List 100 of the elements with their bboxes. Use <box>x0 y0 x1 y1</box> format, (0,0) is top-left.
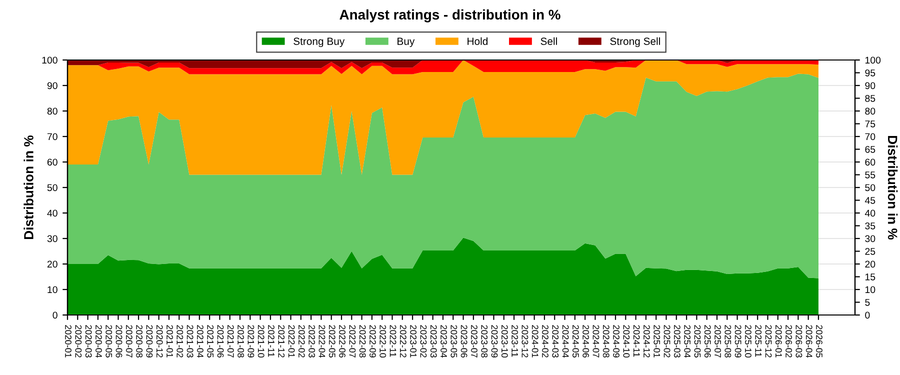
x-tick-label: 2024-03 <box>552 325 559 358</box>
legend-label: Strong Sell <box>610 37 660 48</box>
y-axis-title: Distribution in % <box>24 135 34 240</box>
x-tick-label: 2026-01 <box>775 325 782 358</box>
x-tick-label: 2020-05 <box>106 325 112 358</box>
x-tick-label: 2021-05 <box>207 325 214 358</box>
x-tick-label: 2025-08 <box>724 325 732 358</box>
x-tick-label: 2025-12 <box>765 325 772 358</box>
x-tick-label: 2025-07 <box>714 325 721 358</box>
x-tick-label: 2021-06 <box>217 325 224 358</box>
x-tick-label: 2020-03 <box>85 325 92 358</box>
y2-tick-label: 70 <box>865 133 876 140</box>
x-tick-label: 2023-11 <box>512 325 518 357</box>
x-tick-label: 2024-08 <box>602 325 610 358</box>
x-tick-label: 2023-10 <box>501 325 508 358</box>
x-tick-label: 2023-05 <box>450 325 458 358</box>
legend-label: Hold <box>468 37 488 45</box>
y-tick-label: 0 <box>52 312 58 319</box>
x-tick-label: 2026-03 <box>796 325 802 358</box>
x-tick-label: 2024-02 <box>542 325 548 358</box>
y2-tick-label: 40 <box>864 210 876 217</box>
x-tick-label: 2025-02 <box>664 325 670 358</box>
x-tick-label: 2023-07 <box>471 325 478 358</box>
x-tick-label: 2026-05 <box>816 325 822 358</box>
y2-tick-label: 100 <box>865 56 881 64</box>
x-tick-label: 2022-03 <box>308 325 316 358</box>
y2-tick-label: 55 <box>865 172 876 178</box>
y-tick-label: 90 <box>47 82 58 90</box>
y2-tick-label: 75 <box>865 120 876 128</box>
x-tick-label: 2022-06 <box>339 325 346 358</box>
y-tick-label: 40 <box>47 210 58 217</box>
x-tick-label: 2024-05 <box>572 325 579 358</box>
x-tick-label: 2021-02 <box>176 325 184 358</box>
x-tick-label: 2022-05 <box>328 325 336 358</box>
y-tick-label: 30 <box>47 235 58 242</box>
x-tick-label: 2025-03 <box>674 325 680 358</box>
x-tick-label: 2020-06 <box>116 325 122 358</box>
x-tick-label: 2022-02 <box>298 325 305 358</box>
y-tick-label: 20 <box>47 260 58 268</box>
x-tick-label: 2021-04 <box>197 325 204 358</box>
y2-tick-label: 25 <box>865 248 876 255</box>
x-tick-label: 2022-10 <box>380 325 386 358</box>
x-tick-label: 2020-09 <box>146 325 153 358</box>
y-tick-label: 60 <box>47 158 58 166</box>
x-tick-label: 2021-03 <box>186 325 194 358</box>
x-tick-label: 2020-01 <box>65 325 72 358</box>
x-tick-label: 2020-07 <box>126 325 132 358</box>
x-tick-label: 2022-11 <box>390 325 396 357</box>
y2-tick-label: 50 <box>865 184 876 192</box>
x-tick-label: 2025-06 <box>704 325 711 358</box>
y-tick-label: 70 <box>47 133 58 140</box>
y2-tick-label: 65 <box>865 146 876 153</box>
x-tick-label: 2021-08 <box>238 325 244 358</box>
x-tick-label: 2023-04 <box>440 325 447 358</box>
x-tick-label: 2023-01 <box>410 325 417 358</box>
y-tick-label: 80 <box>47 108 58 115</box>
y2-tick-label: 0 <box>865 312 870 319</box>
y2-tick-label: 5 <box>865 299 870 306</box>
x-tick-label: 2020-08 <box>136 325 143 358</box>
x-tick-label: 2023-02 <box>420 325 427 358</box>
chart-title: Analyst ratings - distribution in % <box>340 9 560 22</box>
x-tick-label: 2024-01 <box>532 325 538 358</box>
y2-axis-title: Distribution in % <box>888 136 898 240</box>
x-tick-label: 2023-06 <box>460 325 468 358</box>
x-tick-label: 2021-10 <box>258 325 264 358</box>
x-tick-label: 2025-04 <box>684 325 691 358</box>
x-tick-label: 2021-11 <box>268 325 274 357</box>
legend-label: Sell <box>540 37 557 45</box>
x-tick-label: 2021-07 <box>227 325 234 358</box>
y-tick-label: 50 <box>47 184 58 192</box>
x-tick-label: 2024-10 <box>623 325 630 358</box>
x-tick-label: 2024-09 <box>613 325 620 358</box>
x-tick-label: 2022-04 <box>318 325 326 358</box>
x-tick-label: 2024-07 <box>592 325 600 358</box>
x-tick-label: 2020-12 <box>156 325 163 358</box>
x-tick-label: 2021-12 <box>278 325 285 358</box>
x-tick-label: 2022-12 <box>400 325 406 358</box>
y-tick-label: 100 <box>42 56 58 64</box>
y2-tick-label: 30 <box>865 235 876 242</box>
y2-tick-label: 60 <box>865 158 876 166</box>
y2-tick-label: 85 <box>865 94 876 102</box>
x-tick-label: 2021-01 <box>166 325 173 358</box>
x-tick-label: 2022-08 <box>359 325 366 358</box>
x-tick-label: 2025-09 <box>734 325 742 358</box>
x-tick-label: 2023-03 <box>430 325 437 358</box>
y2-tick-label: 90 <box>865 82 876 90</box>
y-tick-label: 10 <box>48 286 58 294</box>
x-tick-label: 2025-10 <box>745 325 752 358</box>
x-tick-label: 2020-04 <box>96 325 102 358</box>
x-tick-label: 2024-04 <box>562 325 569 358</box>
x-tick-label: 2022-07 <box>349 325 356 358</box>
x-tick-label: 2025-05 <box>694 325 701 358</box>
x-tick-label: 2020-02 <box>75 325 82 358</box>
x-tick-label: 2026-02 <box>786 325 792 358</box>
legend-label: Buy <box>398 38 415 48</box>
x-tick-label: 2023-08 <box>481 325 488 358</box>
x-tick-label: 2026-04 <box>806 325 812 358</box>
x-tick-label: 2023-09 <box>491 325 498 358</box>
x-tick-label: 2023-12 <box>522 325 528 358</box>
x-tick-label: 2022-09 <box>370 325 376 358</box>
